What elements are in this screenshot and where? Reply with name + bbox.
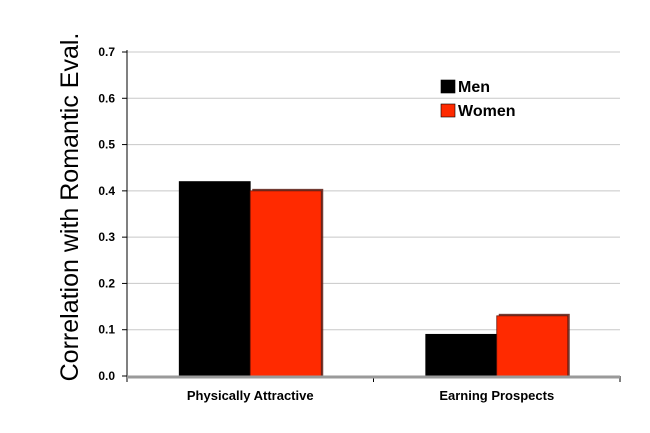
bar-women-earning-prospects xyxy=(496,315,569,377)
legend-swatch-men xyxy=(440,79,456,94)
bar-women-physically-attractive xyxy=(249,190,322,377)
legend-label-women: Women xyxy=(458,103,515,120)
y-tick-label: 0.1 xyxy=(98,323,115,337)
x-category-label: Physically Attractive xyxy=(187,388,314,403)
x-category-labels: Physically Attractive Earning Prospects xyxy=(187,388,554,403)
y-tick-label: 0.5 xyxy=(98,138,115,152)
legend-label-men: Men xyxy=(458,79,490,96)
y-tick-label: 0.0 xyxy=(98,369,115,383)
bar-men-earning-prospects xyxy=(425,333,498,377)
bars xyxy=(178,181,570,377)
y-tick-labels: 0.0 0.1 0.2 0.3 0.4 0.5 0.6 0.7 xyxy=(98,45,127,383)
y-tick-label: 0.6 xyxy=(98,91,115,105)
y-tick-label: 0.4 xyxy=(98,184,115,198)
y-axis-title: Correlation with Romantic Eval. xyxy=(56,33,84,382)
y-tick-label: 0.7 xyxy=(98,45,115,59)
bar-men-physically-attractive xyxy=(178,181,251,377)
legend-swatch-women xyxy=(440,103,456,118)
y-tick-label: 0.3 xyxy=(98,230,115,244)
y-tick-label: 0.2 xyxy=(98,276,115,290)
x-category-label: Earning Prospects xyxy=(439,388,554,403)
legend: Men Women xyxy=(440,79,515,120)
axes xyxy=(126,50,620,379)
